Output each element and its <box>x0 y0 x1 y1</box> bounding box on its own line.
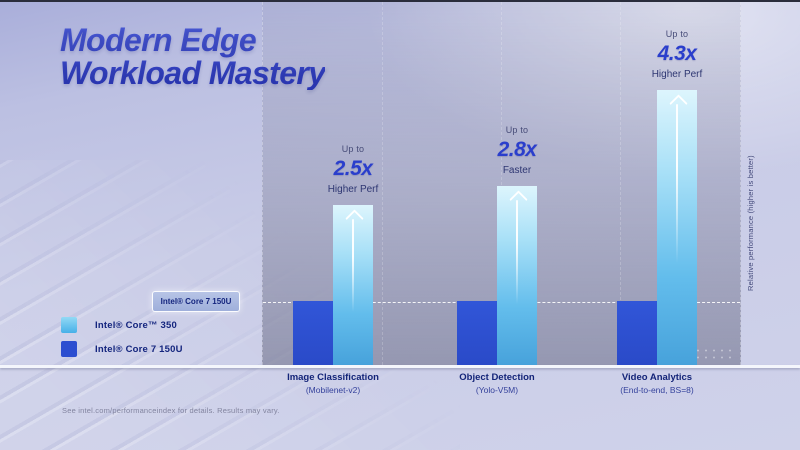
perf-callout: Up to 4.3x Higher Perf <box>607 29 747 80</box>
arrow-head <box>508 190 528 209</box>
callout-prefix: Up to <box>665 28 689 39</box>
callout-prefix: Up to <box>341 144 365 154</box>
title-line-1: Modern Edge <box>60 22 257 58</box>
legend-label: Intel® Core 7 150U <box>95 343 183 355</box>
grid-separator <box>620 2 621 365</box>
dot-pattern-decor <box>686 347 734 361</box>
baseline-bar <box>293 301 333 365</box>
legend-label: Intel® Core™ 350 <box>95 319 178 331</box>
arrow-head <box>344 209 364 228</box>
category-sublabel: (Mobilenet-v2) <box>305 385 361 395</box>
category-name: Image Classification <box>287 372 379 383</box>
arrow-stem <box>676 103 678 264</box>
category-sublabel: (End-to-end, BS=8) <box>620 385 694 395</box>
footnote: See intel.com/performanceindex for detai… <box>62 406 280 415</box>
grid-separator <box>501 2 502 365</box>
category-name: Object Detection <box>459 372 535 383</box>
baseline-badge: Intel® Core 7 150U <box>152 291 240 312</box>
legend: Intel® Core™ 350 Intel® Core 7 150U <box>61 317 183 365</box>
perf-bar <box>333 205 373 365</box>
x-axis-line <box>0 365 800 368</box>
callout-multiplier: 4.3x <box>657 41 697 65</box>
baseline-bar <box>617 301 657 365</box>
perf-bar <box>657 89 697 365</box>
callout-suffix: Faster <box>502 164 532 176</box>
legend-item-core-350: Intel® Core™ 350 <box>61 317 183 333</box>
callout-multiplier: 2.8x <box>497 137 537 161</box>
category-label: Image Classification (Mobilenet-v2) <box>253 372 413 395</box>
callout-multiplier: 2.5x <box>333 157 373 180</box>
legend-item-core-7-150u: Intel® Core 7 150U <box>61 341 183 357</box>
perf-bar <box>497 185 537 365</box>
arrow-head <box>668 94 688 113</box>
perf-callout: Up to 2.5x Higher Perf <box>283 144 423 195</box>
legend-swatch-core-7-150u <box>61 341 77 357</box>
category-label: Video Analytics (End-to-end, BS=8) <box>577 372 737 395</box>
callout-suffix: Higher Perf <box>651 68 703 80</box>
category-sublabel: (Yolo-V5M) <box>475 385 519 395</box>
legend-swatch-core-350 <box>61 317 77 333</box>
callout-prefix: Up to <box>505 124 529 135</box>
callout-suffix: Higher Perf <box>327 184 379 195</box>
top-edge-line <box>0 0 800 2</box>
baseline-bar <box>457 301 497 365</box>
slide-title: Modern Edge Workload Mastery <box>60 22 326 91</box>
grid-separator <box>382 2 383 365</box>
arrow-stem <box>352 219 354 312</box>
arrow-stem <box>516 199 518 304</box>
title-line-2: Workload Mastery <box>60 55 326 91</box>
y-axis-label: Relative performance (higher is better) <box>746 155 755 291</box>
category-name: Video Analytics <box>621 372 693 383</box>
perf-callout: Up to 2.8x Faster <box>447 125 587 176</box>
category-label: Object Detection (Yolo-V5M) <box>417 372 577 395</box>
